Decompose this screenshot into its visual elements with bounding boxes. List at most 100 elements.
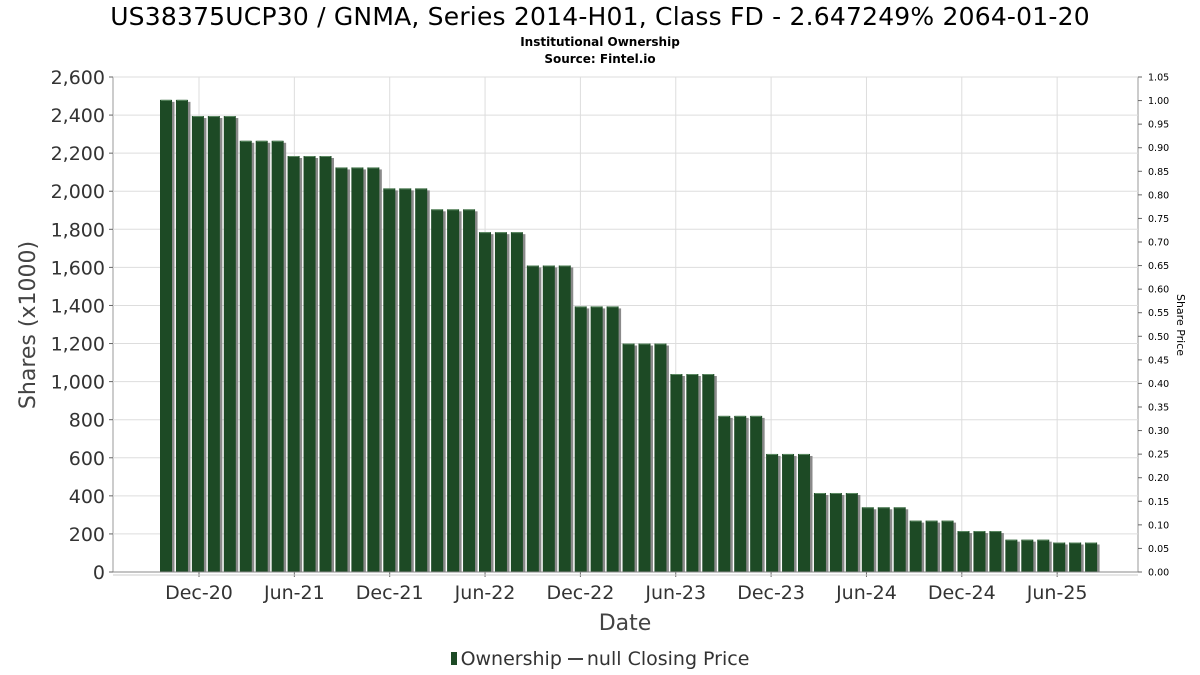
ownership-bar	[989, 531, 1004, 572]
ownership-bar	[335, 167, 350, 573]
y2-tick-label: 1.05	[1148, 73, 1169, 84]
y2-tick-label: 0.30	[1148, 426, 1169, 437]
ownership-bar	[1037, 539, 1052, 572]
ownership-bar	[702, 374, 717, 572]
ownership-bar-fill	[191, 116, 204, 573]
closing-price-legend-swatch	[567, 657, 583, 660]
ownership-bar	[590, 306, 606, 572]
ownership-bar	[766, 453, 781, 572]
ownership-bar	[750, 415, 765, 572]
ownership-bar	[223, 116, 239, 573]
ownership-bar	[893, 507, 909, 572]
ownership-bar-fill	[335, 167, 348, 573]
ownership-bar	[973, 531, 988, 572]
ownership-bar	[558, 265, 574, 572]
ownership-bar-fill	[925, 520, 938, 572]
ownership-bar-fill	[287, 156, 300, 572]
y2-tick-label: 0.15	[1148, 497, 1169, 508]
ownership-bar-fill	[239, 140, 252, 572]
ownership-bar	[861, 507, 877, 572]
y-tick-label: 800	[69, 410, 105, 432]
ownership-bar	[191, 116, 207, 573]
y2-tick-label: 0.45	[1148, 355, 1169, 366]
y-tick-label: 1,600	[51, 257, 105, 279]
x-tick-label: Jun-23	[644, 582, 706, 604]
y-tick-label: 200	[69, 524, 105, 546]
ownership-bar-fill	[654, 343, 667, 572]
ownership-bar-fill	[590, 306, 603, 572]
ownership-bar	[925, 520, 941, 572]
ownership-bar	[829, 492, 845, 572]
ownership-bar-fill	[383, 188, 396, 572]
x-tick-label: Jun-25	[1026, 582, 1088, 604]
ownership-bar-fill	[574, 306, 587, 572]
ownership-bar-fill	[271, 140, 284, 572]
y-tick-label: 1,000	[51, 372, 105, 394]
ownership-bar-fill	[303, 156, 316, 572]
ownership-bar	[957, 531, 972, 572]
ownership-bar	[383, 188, 398, 572]
x-tick-label: Jun-22	[454, 582, 516, 604]
x-tick-label: Dec-22	[546, 582, 614, 604]
x-tick-label: Dec-23	[737, 582, 805, 604]
ownership-bar-fill	[702, 374, 715, 572]
ownership-bar-fill	[877, 507, 890, 572]
x-tick-label: Jun-24	[835, 582, 897, 604]
ownership-bar	[160, 99, 175, 572]
ownership-bar	[319, 156, 334, 572]
y2-axis-label: Share Price	[1174, 294, 1187, 356]
y-tick-label: 1,400	[51, 295, 105, 317]
ownership-bar-fill	[526, 265, 539, 572]
ownership-bar-fill	[734, 415, 747, 572]
y-tick-label: 2,400	[51, 105, 105, 127]
y-tick-label: 400	[69, 486, 105, 508]
ownership-bar-fill	[447, 209, 460, 572]
y-tick-label: 2,200	[51, 143, 105, 165]
ownership-legend-swatch	[450, 652, 457, 665]
ownership-bar	[622, 343, 638, 572]
ownership-bar-fill	[766, 453, 779, 572]
ownership-legend-label: Ownership	[460, 647, 562, 670]
ownership-bar	[606, 306, 622, 572]
y2-tick-label: 0.25	[1148, 450, 1169, 461]
ownership-bar-fill	[829, 492, 842, 572]
y2-tick-label: 0.55	[1148, 308, 1169, 319]
ownership-bar-fill	[1005, 539, 1018, 572]
ownership-bar	[494, 232, 510, 573]
ownership-bar	[1085, 542, 1100, 572]
ownership-bar-fill	[1085, 542, 1098, 572]
ownership-bar	[447, 209, 462, 572]
ownership-bar-fill	[973, 531, 986, 572]
ownership-bar	[638, 343, 653, 572]
y2-tick-label: 0.60	[1148, 285, 1169, 296]
ownership-bar-fill	[670, 374, 683, 572]
ownership-bar	[877, 507, 893, 572]
ownership-bar-fill	[622, 343, 635, 572]
ownership-bar-fill	[479, 232, 491, 573]
ownership-bar-fill	[1021, 539, 1034, 572]
ownership-bar	[239, 140, 255, 572]
ownership-bar	[303, 156, 319, 572]
ownership-bar-fill	[175, 99, 188, 572]
ownership-bar	[686, 374, 701, 572]
axes: 0 200 400 600 800 1,000 1,200 1,400 1,600 1,800 2,…	[51, 67, 1170, 604]
ownership-bar	[734, 415, 749, 572]
x-tick-label: Dec-24	[928, 582, 996, 604]
chart-source: Source: Fintel.io	[544, 52, 656, 66]
y2-tick-label: 0.75	[1148, 214, 1169, 225]
ownership-bar-fill	[893, 507, 906, 572]
ownership-bar	[574, 306, 590, 572]
ownership-bar	[813, 492, 829, 572]
y2-tick-label: 0.80	[1148, 190, 1169, 201]
y2-tick-label: 0.00	[1148, 568, 1169, 579]
ownership-bar	[175, 99, 191, 572]
chart-title: US38375UCP30 / GNMA, Series 2014-H01, Cl…	[110, 2, 1090, 31]
ownership-bar-fill	[941, 520, 954, 572]
y2-tick-label: 0.90	[1148, 143, 1169, 154]
y-tick-label: 2,000	[51, 181, 105, 203]
ownership-bar	[526, 265, 542, 572]
y-axis-label: Shares (x1000)	[16, 241, 41, 409]
chart-subtitle: Institutional Ownership	[520, 35, 680, 49]
ownership-bar	[351, 167, 366, 573]
legend: Ownership null Closing Price	[0, 647, 1200, 670]
